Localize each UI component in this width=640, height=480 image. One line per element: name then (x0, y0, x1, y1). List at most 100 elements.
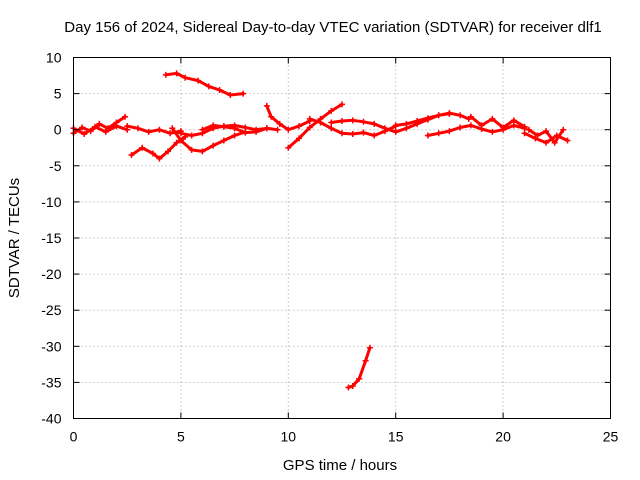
data-point-marker (467, 122, 474, 129)
data-point-marker (242, 129, 249, 136)
data-point-marker (306, 115, 313, 122)
data-point-marker (210, 122, 217, 129)
data-point-marker (362, 357, 369, 364)
data-point-marker (510, 117, 517, 124)
series-arc-9 (263, 102, 313, 133)
data-point-marker (366, 344, 373, 351)
data-point-marker (296, 123, 303, 130)
data-point-marker (199, 148, 206, 155)
data-point-marker (169, 125, 176, 132)
y-tick-label: 0 (54, 122, 62, 138)
series-arc-10 (285, 101, 345, 151)
series-arc-16 (467, 113, 528, 131)
x-tick-label: 10 (281, 429, 297, 445)
series-arc-17 (521, 130, 571, 146)
data-point-marker (521, 130, 528, 137)
data-point-marker (216, 86, 223, 93)
data-point-marker (285, 144, 292, 151)
data-point-marker (156, 155, 163, 162)
data-point-marker (392, 128, 399, 135)
data-point-marker (231, 125, 238, 132)
data-point-marker (424, 115, 431, 122)
series-arc-13 (345, 344, 373, 391)
data-point-marker (274, 126, 281, 133)
data-point-marker (371, 120, 378, 127)
data-point-marker (276, 120, 283, 127)
y-tick-label: -35 (41, 374, 61, 390)
data-point-marker (560, 126, 567, 133)
data-point-marker (177, 137, 184, 144)
data-point-marker (81, 131, 88, 138)
y-tick-label: -40 (41, 411, 61, 427)
series-arc-4 (124, 123, 184, 137)
data-point-marker (349, 131, 356, 138)
data-point-marker (139, 144, 146, 151)
data-point-marker (328, 125, 335, 132)
x-tick-label: 5 (177, 429, 185, 445)
data-point-marker (339, 101, 345, 108)
chart-title: Day 156 of 2024, Sidereal Day-to-day VTE… (64, 19, 601, 36)
series-arc-12 (328, 110, 453, 135)
data-point-marker (263, 125, 270, 132)
data-point-marker (79, 124, 86, 131)
x-tick-label: 0 (70, 429, 78, 445)
y-tick-labels: 10 5 0 -5 -10 -15 -20 -25 -30 -35 -40 (41, 50, 61, 427)
x-tick-label: 15 (388, 429, 404, 445)
x-axis-title: GPS time / hours (283, 457, 397, 474)
y-tick-label: 10 (46, 50, 62, 66)
series-line (164, 71, 245, 97)
data-point-marker (356, 375, 363, 382)
data-point-marker (349, 117, 356, 124)
data-point-marker (91, 123, 98, 130)
data-point-marker (177, 130, 184, 137)
data-point-marker (220, 137, 227, 144)
data-point-marker (381, 125, 388, 132)
data-point-marker (360, 129, 367, 136)
series-arc-11 (306, 115, 399, 139)
data-point-marker (285, 126, 292, 133)
data-point-marker (296, 135, 303, 142)
x-tick-labels: 0 5 10 15 20 25 (70, 429, 619, 445)
data-point-marker (227, 92, 234, 99)
data-point-marker (525, 126, 532, 133)
data-point-marker (414, 118, 421, 125)
data-point-marker (424, 132, 431, 139)
data-point-marker (435, 130, 442, 137)
data-point-marker (446, 110, 453, 117)
data-point-marker (510, 122, 517, 129)
data-point-marker (205, 83, 212, 90)
data-point-marker (339, 118, 345, 125)
data-point-marker (263, 102, 270, 109)
data-point-marker (124, 123, 131, 130)
y-tick-label: -5 (49, 158, 62, 174)
x-tick-label: 25 (603, 429, 619, 445)
data-point-marker (543, 128, 550, 135)
data-point-marker (96, 120, 103, 127)
series-arc-15 (424, 122, 528, 139)
data-point-marker (173, 139, 180, 146)
data-point-marker (165, 148, 172, 155)
data-point-marker (173, 70, 180, 77)
data-point-marker (242, 124, 249, 131)
y-tick-label: -25 (41, 302, 61, 318)
data-point-marker (446, 128, 453, 135)
data-point-marker (145, 128, 152, 135)
data-point-marker (199, 126, 206, 133)
series-line (170, 126, 247, 153)
data-point-marker (231, 132, 238, 139)
data-point-marker (317, 119, 324, 126)
data-point-marker (478, 122, 485, 129)
grid-lines (73, 57, 611, 419)
y-tick-label: -20 (41, 266, 61, 282)
data-point-marker (128, 151, 135, 158)
series-arc-5 (162, 70, 247, 99)
y-tick-label: 5 (54, 86, 62, 102)
data-point-marker (500, 124, 507, 131)
data-point-marker (489, 115, 496, 122)
data-point-marker (534, 132, 541, 139)
data-point-marker (210, 142, 217, 149)
data-point-marker (102, 128, 109, 135)
data-point-marker (268, 113, 275, 120)
data-point-marker (543, 139, 550, 146)
